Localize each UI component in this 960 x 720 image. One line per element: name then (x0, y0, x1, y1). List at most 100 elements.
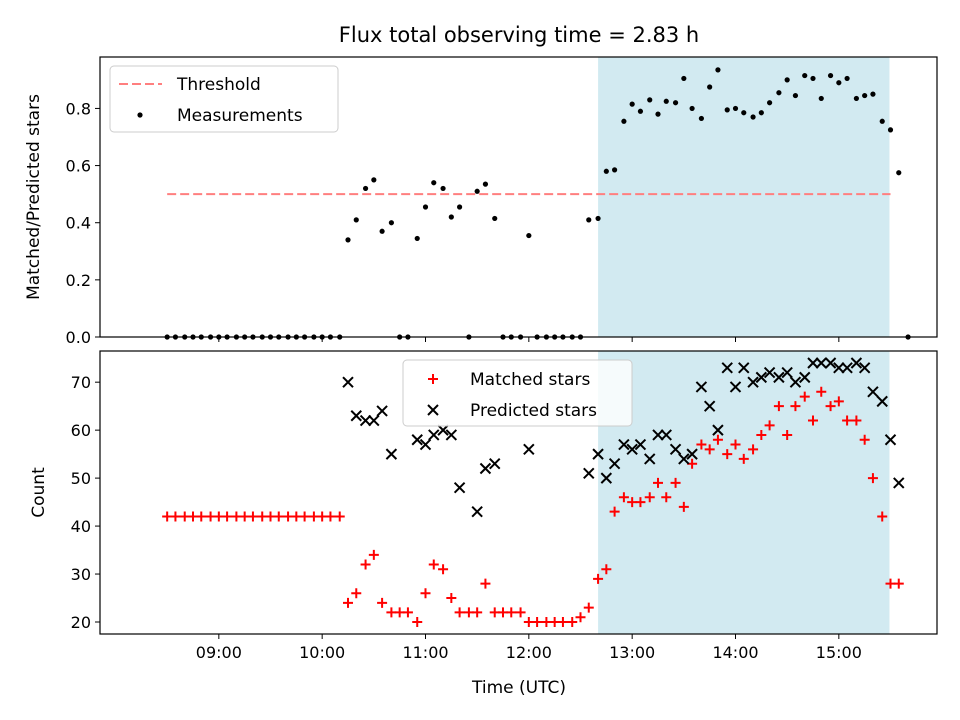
measurement-point (655, 111, 661, 117)
y-tick-label: 0.2 (66, 271, 91, 290)
legend-predicted-label: Predicted stars (470, 401, 597, 421)
predicted-stars-point (815, 357, 827, 369)
measurement-point (896, 170, 902, 176)
matched-stars-point (567, 617, 578, 628)
predicted-stars-point (428, 429, 440, 441)
matched-stars-point (601, 564, 612, 575)
matched-stars-point (782, 429, 793, 440)
predicted-stars-point (419, 438, 432, 451)
predicted-stars-point (652, 429, 664, 441)
predicted-stars-point (592, 448, 604, 460)
predicted-stars-point (833, 362, 845, 374)
predicted-stars-point (583, 467, 595, 480)
matched-stars-point (557, 617, 568, 628)
measurement-point (810, 75, 816, 82)
matched-stars-point (472, 607, 483, 618)
measurement-point (586, 217, 592, 223)
matched-stars-point (593, 573, 604, 584)
measurement-point (732, 105, 739, 112)
predicted-stars-point (747, 376, 759, 388)
matched-stars-point (454, 607, 465, 618)
predicted-stars-point (841, 362, 853, 374)
measurement-point (492, 215, 498, 222)
predicted-stars-point (626, 443, 638, 456)
measurement-point (698, 115, 705, 122)
measurement-point (345, 237, 351, 243)
x-tick-label: 14:00 (712, 643, 758, 662)
predicted-stars-point (781, 366, 793, 379)
measurement-point (844, 75, 850, 82)
measurement-point (681, 75, 687, 82)
predicted-stars-point (523, 443, 535, 456)
measurement-point (603, 168, 609, 174)
matched-stars-point (764, 420, 775, 431)
measurement-point (482, 181, 489, 187)
predicted-stars-point (350, 410, 362, 422)
y-tick-label: 0.0 (66, 328, 91, 347)
measurement-point (827, 72, 834, 79)
predicted-stars-point (807, 357, 819, 369)
measurement-point (672, 100, 679, 106)
chart-title: Flux total observing time = 2.83 h (339, 23, 699, 47)
measurement-point (637, 108, 644, 114)
matched-stars-point (825, 401, 836, 412)
predicted-stars-point (453, 481, 466, 494)
matched-stars-point (325, 511, 336, 522)
legend-measurements-swatch (137, 112, 143, 118)
x-axis-label: Time (UTC) (471, 678, 566, 698)
predicted-stars-point (721, 362, 733, 374)
measurement-point (784, 77, 790, 83)
legend-box (109, 65, 339, 133)
matched-stars-point (738, 453, 749, 464)
measurement-point (621, 118, 627, 124)
legend-threshold-label: Threshold (176, 75, 261, 95)
measurement-point (353, 217, 359, 223)
y-tick-label: 0.4 (66, 214, 91, 233)
measurement-point (776, 90, 782, 96)
predicted-stars-point (368, 414, 380, 427)
measurement-point (715, 67, 721, 73)
matched-stars-point (696, 439, 707, 450)
legend-matched-label: Matched stars (470, 370, 590, 390)
matched-stars-point (446, 593, 457, 604)
measurement-point (758, 110, 764, 116)
matched-stars-point (678, 501, 689, 512)
y-tick-label: 60 (71, 421, 91, 440)
predicted-stars-point (437, 424, 449, 436)
matched-stars-point (635, 497, 646, 508)
x-tick-label: 11:00 (402, 643, 448, 662)
matched-stars-point (438, 564, 449, 575)
y-tick-label: 0.8 (66, 99, 91, 118)
matched-stars-point (299, 511, 310, 522)
measurement-point (526, 232, 532, 239)
measurement-point (440, 185, 446, 192)
measurement-point (887, 127, 894, 133)
measurement-point (474, 188, 480, 194)
measurement-point (741, 110, 747, 116)
measurement-point (457, 204, 463, 210)
legend-predicted-swatch (427, 404, 439, 416)
measurement-point (629, 101, 635, 107)
matched-stars-point (859, 434, 870, 445)
predicted-stars-point (669, 443, 682, 456)
measurement-point (422, 204, 429, 210)
measurement-point (595, 215, 601, 222)
matched-stars-point (877, 511, 888, 522)
y-tick-label: 0.6 (66, 157, 91, 176)
measurement-point (612, 167, 618, 173)
predicted-stars-point (695, 381, 708, 393)
predicted-stars-point (773, 371, 785, 384)
predicted-stars-point (867, 386, 879, 398)
matched-stars-point (506, 607, 517, 618)
measurement-point (362, 185, 369, 192)
predicted-stars-point (376, 405, 388, 417)
ratio-panel: 0.0 0.2 0.4 0.6 0.8 Matched/Predicted stars Th… (24, 56, 938, 347)
x-tick-label: 09:00 (196, 643, 242, 662)
measurement-point (414, 235, 420, 242)
predicted-stars-point (858, 362, 871, 374)
count-panel: 20 30 40 50 60 70 09:00 10:00 11:00 12:00 13:00 14:… (29, 350, 938, 662)
measurement-point (750, 114, 756, 120)
predicted-stars-point (608, 458, 621, 470)
matched-stars-point (377, 597, 388, 608)
measurement-point (818, 95, 824, 102)
